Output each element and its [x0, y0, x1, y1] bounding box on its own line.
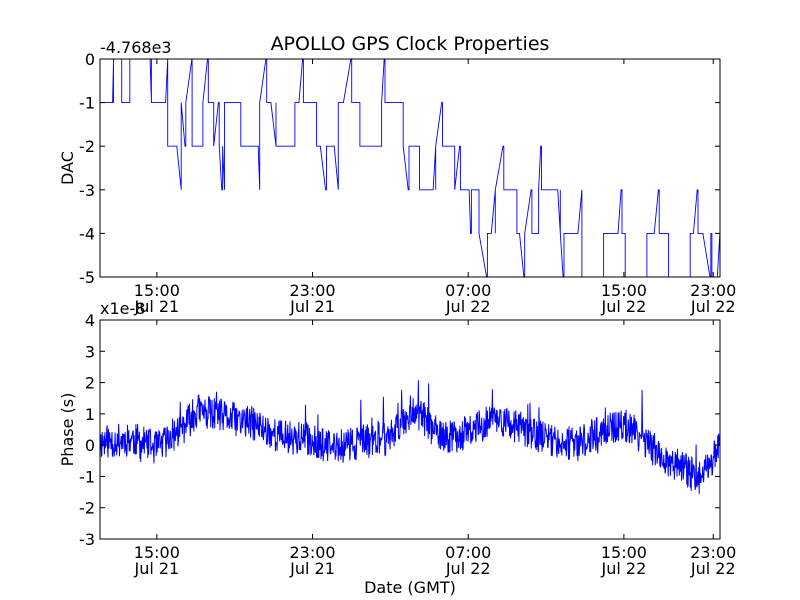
x-tick-time-label: 15:00 — [134, 543, 180, 562]
x-tick-date-label: Jul 21 — [133, 297, 179, 316]
y-tick-label: 4 — [85, 311, 95, 330]
y-axis-label: DAC — [58, 151, 77, 185]
x-tick-time-label: 07:00 — [445, 543, 491, 562]
y-tick-label: -1 — [79, 467, 95, 486]
dac-series-line — [100, 58, 721, 278]
x-tick-date-label: Jul 22 — [601, 559, 647, 578]
x-tick-time-label: 23:00 — [289, 281, 335, 300]
x-tick-date-label: Jul 22 — [601, 297, 647, 316]
y-tick-label: -1 — [79, 94, 95, 113]
x-tick-time-label: 23:00 — [690, 281, 736, 300]
x-tick-date-label: Jul 21 — [133, 559, 179, 578]
y-tick-label: 3 — [85, 342, 95, 361]
axes-frame — [99, 58, 721, 278]
x-tick-time-label: 23:00 — [289, 543, 335, 562]
x-tick-date-label: Jul 21 — [289, 559, 335, 578]
x-tick-date-label: Jul 22 — [445, 297, 491, 316]
x-tick-time-label: 15:00 — [601, 543, 647, 562]
axes-frame — [99, 319, 721, 540]
y-tick-label: -5 — [79, 268, 95, 287]
y-tick-label: 0 — [85, 436, 95, 455]
x-tick-date-label: Jul 22 — [690, 297, 736, 316]
x-tick-time-label: 07:00 — [445, 281, 491, 300]
x-tick-time-label: 15:00 — [601, 281, 647, 300]
y-tick-label: 0 — [85, 50, 95, 69]
x-tick-date-label: Jul 22 — [690, 559, 736, 578]
y-tick-label: -4 — [79, 224, 95, 243]
y-axis-label: Phase (s) — [58, 393, 77, 467]
y-tick-label: 2 — [85, 374, 95, 393]
x-tick-time-label: 23:00 — [690, 543, 736, 562]
y-tick-label: -3 — [79, 181, 95, 200]
y-tick-label: 1 — [85, 405, 95, 424]
y-tick-label: -2 — [79, 137, 95, 156]
phase-series-line — [99, 380, 721, 494]
x-axis-label: Date (GMT) — [364, 578, 456, 597]
chart-title: APOLLO GPS Clock Properties — [271, 33, 550, 55]
x-tick-time-label: 15:00 — [134, 281, 180, 300]
axis-offset-label: x1e-8 — [100, 299, 145, 318]
x-tick-date-label: Jul 21 — [289, 297, 335, 316]
y-tick-label: -2 — [79, 499, 95, 518]
y-tick-label: -3 — [79, 530, 95, 549]
axis-offset-label: -4.768e3 — [100, 38, 172, 57]
x-tick-date-label: Jul 22 — [445, 559, 491, 578]
